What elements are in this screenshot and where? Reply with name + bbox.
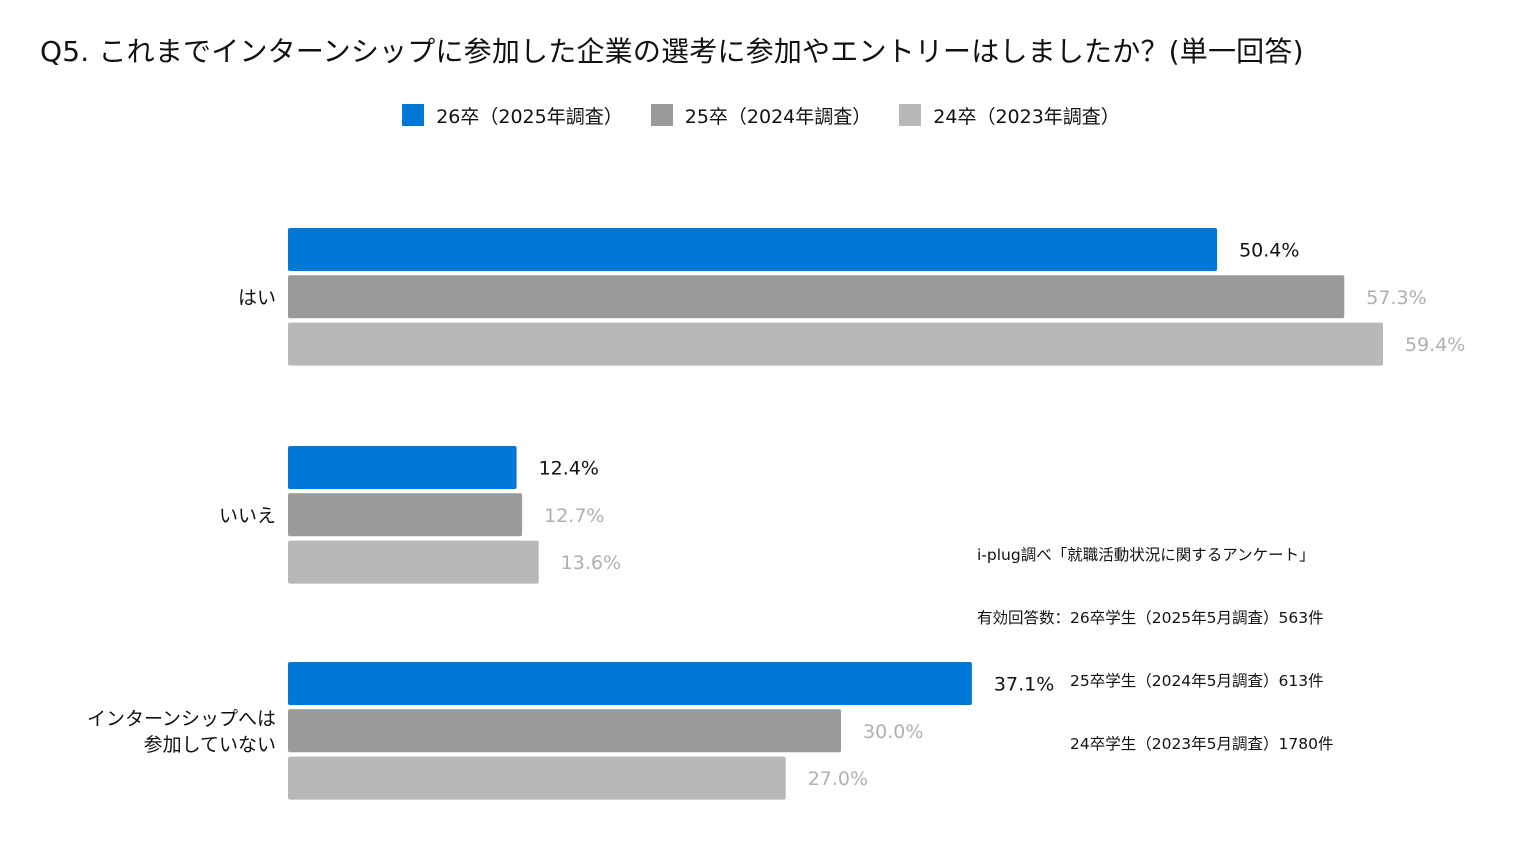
bar — [288, 709, 842, 753]
category-label: いいえ — [219, 505, 276, 527]
legend: 26卒（2025年調査） 25卒（2024年調査） 24卒（2023年調査） — [0, 100, 1522, 130]
bar — [288, 275, 1345, 319]
bar — [288, 322, 1383, 366]
bar — [288, 662, 972, 705]
bar — [288, 446, 517, 489]
chart-title: Q5. これまでインターンシップに参加した企業の選考に参加やエントリーはしました… — [40, 35, 1304, 68]
category-label: 参加していない — [144, 734, 276, 756]
data-label: 12.4% — [539, 458, 599, 480]
bar — [288, 756, 786, 800]
data-label: 30.0% — [863, 721, 923, 743]
data-label: 57.3% — [1366, 287, 1426, 309]
data-label: 50.4% — [1239, 240, 1299, 262]
source-note-line: 有効回答数：26卒学生（2025年5月調査）563件 — [977, 609, 1324, 627]
category-label: インターンシップへは — [87, 708, 276, 730]
legend-item-25: 25卒（2024年調査） — [650, 102, 872, 129]
legend-label-25: 25卒（2024年調査） — [684, 105, 872, 128]
source-note-line: i-plug調べ「就職活動状況に関するアンケート」 — [977, 546, 1315, 564]
legend-item-24: 24卒（2023年調査） — [899, 102, 1120, 129]
legend-label-24: 24卒（2023年調査） — [933, 105, 1120, 128]
legend-item-26: 26卒（2025年調査） — [402, 102, 623, 129]
data-label: 27.0% — [808, 768, 868, 790]
bar — [288, 493, 523, 537]
category-label: はい — [238, 287, 276, 309]
bar — [288, 228, 1218, 271]
legend-label-26: 26卒（2025年調査） — [436, 105, 623, 128]
legend-swatch-26 — [402, 104, 425, 126]
source-note-line: 24卒学生（2023年5月調査）1780件 — [977, 735, 1334, 753]
legend-swatch-24 — [899, 104, 922, 126]
bar — [288, 540, 539, 584]
data-label: 59.4% — [1405, 334, 1465, 356]
data-label: 12.7% — [544, 505, 604, 527]
data-label: 37.1% — [994, 674, 1054, 696]
source-note: i-plug調べ「就職活動状況に関するアンケート」 有効回答数：26卒学生（20… — [977, 503, 1333, 776]
legend-swatch-25 — [650, 104, 673, 126]
source-note-line: 25卒学生（2024年5月調査）613件 — [977, 672, 1324, 690]
data-label: 13.6% — [561, 552, 621, 574]
